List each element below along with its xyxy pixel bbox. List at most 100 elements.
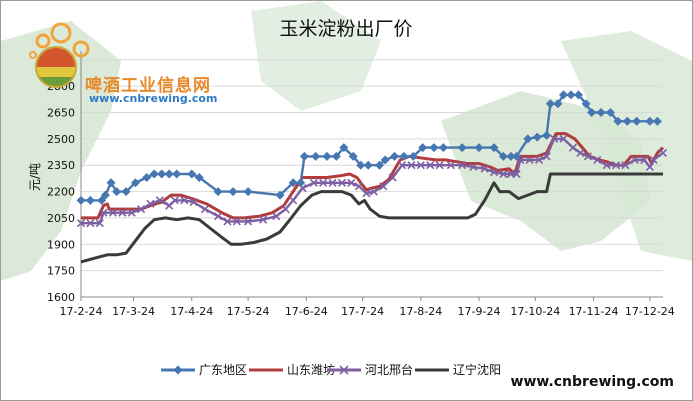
data-point xyxy=(408,151,418,161)
data-point xyxy=(375,160,385,170)
data-point xyxy=(180,196,189,205)
data-point xyxy=(200,205,209,214)
data-point xyxy=(108,208,117,217)
data-point xyxy=(137,205,146,214)
legend-label: 河北邢台 xyxy=(365,362,413,377)
data-point xyxy=(640,155,649,165)
data-point xyxy=(645,116,655,126)
x-tick-label: 17-11-24 xyxy=(569,305,619,318)
data-point xyxy=(356,160,366,170)
data-point xyxy=(553,99,563,109)
data-point xyxy=(489,168,499,177)
data-point xyxy=(583,152,592,161)
data-point xyxy=(542,152,551,161)
data-point xyxy=(593,155,602,165)
data-point xyxy=(85,195,95,205)
data-point xyxy=(446,161,455,170)
data-point xyxy=(498,151,508,161)
data-point xyxy=(309,178,318,187)
data-point xyxy=(576,148,585,157)
data-point xyxy=(596,108,606,117)
data-point xyxy=(611,161,621,170)
legend-marker xyxy=(339,365,349,375)
data-point xyxy=(164,169,174,179)
data-point xyxy=(243,187,253,197)
data-point xyxy=(86,219,95,228)
data-point xyxy=(337,178,347,187)
data-point xyxy=(535,155,544,165)
data-point xyxy=(142,173,152,183)
x-tick-label: 17-5-24 xyxy=(227,305,270,318)
data-point xyxy=(106,178,116,188)
data-point xyxy=(146,199,155,208)
y-tick-label: 2500 xyxy=(47,133,75,146)
data-point xyxy=(613,116,623,126)
data-point xyxy=(272,212,281,221)
data-point xyxy=(319,178,328,187)
data-point xyxy=(545,99,555,109)
y-axis-label: 元/吨 xyxy=(28,163,42,191)
logo-icon xyxy=(29,22,90,88)
data-point xyxy=(127,208,136,217)
data-point xyxy=(587,108,597,117)
x-tick-label: 17-3-24 xyxy=(112,305,155,318)
data-point xyxy=(397,161,407,170)
data-point xyxy=(155,196,164,205)
data-point xyxy=(558,90,568,100)
data-point xyxy=(489,143,499,153)
map-shape xyxy=(441,91,651,251)
data-point xyxy=(542,130,552,140)
data-point xyxy=(379,182,388,191)
data-point xyxy=(296,178,306,188)
data-point xyxy=(559,134,568,143)
data-point xyxy=(187,169,197,179)
logo-text: 啤酒工业信息网 xyxy=(85,76,211,96)
data-point xyxy=(213,212,223,221)
data-point xyxy=(348,151,358,161)
data-point xyxy=(407,161,416,170)
data-point xyxy=(100,190,110,200)
data-point xyxy=(566,90,576,100)
data-point xyxy=(259,215,268,224)
data-point xyxy=(322,151,332,161)
x-tick-label: 17-7-24 xyxy=(341,305,384,318)
data-point xyxy=(512,151,522,161)
data-point xyxy=(621,161,630,170)
series-lines xyxy=(76,90,668,264)
data-point xyxy=(602,161,611,170)
data-point xyxy=(469,162,478,172)
logo: 啤酒工业信息网 www.cnbrewing.com xyxy=(23,19,233,119)
data-point xyxy=(457,143,467,153)
data-point xyxy=(474,143,484,153)
data-point xyxy=(438,143,448,153)
data-point xyxy=(426,161,435,170)
data-point xyxy=(112,187,122,197)
data-point xyxy=(99,208,108,217)
x-tick-label: 17-12-24 xyxy=(625,305,675,318)
data-point xyxy=(213,187,223,197)
data-point xyxy=(380,155,390,165)
data-point xyxy=(170,196,179,205)
data-point xyxy=(189,198,198,207)
legend: 广东地区 山东潍坊 河北邢台 辽宁沈阳 xyxy=(161,362,501,377)
data-point xyxy=(97,195,107,205)
data-point xyxy=(622,116,632,126)
x-tick-label: 17-10-24 xyxy=(510,305,560,318)
data-point xyxy=(435,161,444,170)
data-point xyxy=(632,116,642,126)
data-point xyxy=(95,219,104,228)
x-tick-label: 17-8-24 xyxy=(399,305,442,318)
data-point xyxy=(399,151,409,161)
data-point xyxy=(499,169,508,179)
legend-marker xyxy=(173,365,183,375)
data-point xyxy=(172,169,182,179)
data-point xyxy=(512,169,521,179)
map-shape xyxy=(251,1,381,111)
data-point xyxy=(76,219,86,228)
x-tick-label: 17-4-24 xyxy=(170,305,213,318)
data-point xyxy=(299,151,309,161)
data-point xyxy=(232,217,241,226)
data-point xyxy=(347,178,356,187)
y-tick-label: 2350 xyxy=(47,159,75,172)
